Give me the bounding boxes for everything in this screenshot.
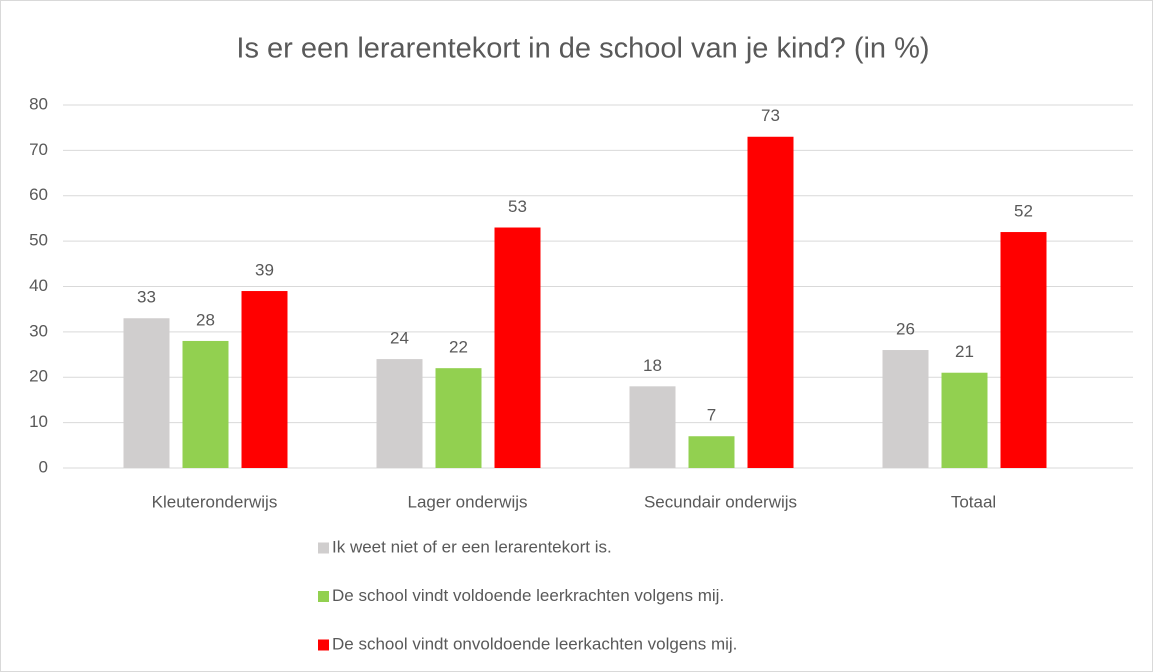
legend-label: Ik weet niet of er een lerarentekort is. <box>332 537 612 556</box>
y-tick-label: 20 <box>29 367 48 386</box>
value-label: 22 <box>449 338 468 357</box>
x-tick-label: Lager onderwijs <box>407 492 527 511</box>
legend-swatch <box>318 542 329 554</box>
y-tick-label: 80 <box>29 94 48 113</box>
bar <box>882 350 929 468</box>
legend-label: De school vindt onvoldoende leerkachten … <box>332 634 737 653</box>
bar <box>376 359 423 468</box>
bar <box>688 436 735 468</box>
value-label: 7 <box>707 406 716 425</box>
value-label: 28 <box>196 310 215 329</box>
legend-label: De school vindt voldoende leerkrachten v… <box>332 586 724 605</box>
x-tick-label: Kleuteronderwijs <box>152 492 278 511</box>
bar <box>435 368 482 468</box>
bar <box>123 318 170 468</box>
bar <box>241 291 288 468</box>
y-tick-label: 60 <box>29 185 48 204</box>
value-label: 21 <box>955 342 974 361</box>
value-label: 24 <box>390 329 409 348</box>
bar <box>629 386 676 468</box>
value-label: 52 <box>1014 202 1033 221</box>
chart-title: Is er een lerarentekort in de school van… <box>236 33 929 65</box>
value-label: 73 <box>761 106 780 125</box>
value-label: 26 <box>896 320 915 339</box>
y-tick-label: 0 <box>39 457 48 476</box>
value-label: 33 <box>137 288 156 307</box>
y-tick-label: 40 <box>29 276 48 295</box>
bar <box>182 340 229 468</box>
value-label: 18 <box>643 356 662 375</box>
value-label: 53 <box>508 197 527 216</box>
value-label: 39 <box>255 261 274 280</box>
legend-swatch <box>318 639 329 651</box>
y-tick-label: 50 <box>29 231 48 250</box>
legend-swatch <box>318 591 329 602</box>
y-tick-label: 30 <box>29 321 48 340</box>
bar <box>747 136 794 468</box>
y-tick-label: 10 <box>29 412 48 431</box>
bar <box>941 372 988 468</box>
bar <box>494 227 541 468</box>
y-tick-label: 70 <box>29 140 48 159</box>
x-tick-label: Totaal <box>951 492 996 511</box>
x-tick-label: Secundair onderwijs <box>644 492 797 511</box>
bar <box>1000 232 1047 468</box>
